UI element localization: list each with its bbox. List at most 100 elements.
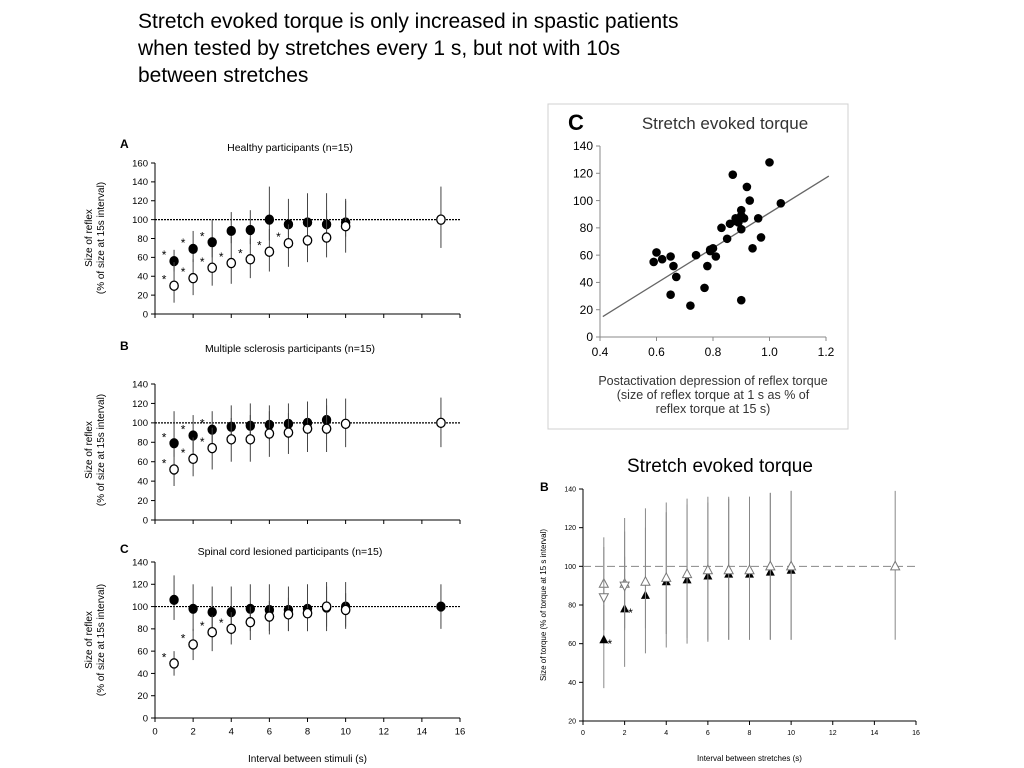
x-axis-label: Interval between stretches (s) xyxy=(697,754,802,763)
scatter-point xyxy=(711,252,721,261)
y-tick-label: 140 xyxy=(132,557,148,568)
data-point xyxy=(188,453,198,465)
significance-star: * xyxy=(162,456,167,470)
y-tick-label: 60 xyxy=(137,253,148,264)
data-point xyxy=(619,581,630,592)
significance-star: * xyxy=(200,229,205,243)
y-tick-label: 60 xyxy=(137,457,148,468)
scatter-point xyxy=(765,158,774,167)
slide-title: Stretch evoked torque is only increased … xyxy=(138,10,679,87)
scatter-point xyxy=(756,233,766,242)
data-point xyxy=(169,438,179,449)
y-tick-label: 140 xyxy=(132,177,148,188)
x-tick-label: 4 xyxy=(229,727,234,738)
y-tick-label: 60 xyxy=(580,248,594,262)
significance-star: * xyxy=(200,435,205,449)
scatter-point xyxy=(703,261,712,271)
data-point xyxy=(681,567,693,579)
scatter-panel-frame xyxy=(547,103,849,430)
scatter-point xyxy=(666,290,675,300)
data-point xyxy=(264,428,275,439)
scatter-point xyxy=(669,261,678,271)
y-tick-label: 60 xyxy=(568,641,576,648)
significance-star: * xyxy=(162,650,167,664)
x-tick-label: 6 xyxy=(267,727,272,738)
y-axis-label: Size of reflex(% of size at 15s interval… xyxy=(84,584,107,696)
data-point xyxy=(169,464,179,475)
chart-panel-c2: 0 20 40 60 80 100 120 140 0.4 0.6 0.8 1.0 1.2 C Stretc… xyxy=(568,110,835,416)
y-tick-label: 120 xyxy=(132,580,148,591)
scatter-point xyxy=(776,199,786,208)
significance-star: * xyxy=(607,637,612,651)
data-point xyxy=(321,423,332,434)
scatter-point xyxy=(722,234,732,244)
y-tick-label: 0 xyxy=(143,713,148,724)
y-tick-label: 80 xyxy=(580,221,594,235)
significance-star: * xyxy=(219,616,224,630)
y-tick-label: 40 xyxy=(137,669,148,680)
x-tick-label: 0 xyxy=(581,730,585,737)
scatter-point xyxy=(739,214,749,223)
y-tick-label: 80 xyxy=(137,234,148,245)
scatter-point xyxy=(666,252,675,261)
data-point xyxy=(702,564,714,575)
series-open-circle: * * * * xyxy=(162,586,351,676)
data-point xyxy=(264,611,275,622)
y-tick-label: 0 xyxy=(143,515,148,526)
scatter-point xyxy=(649,257,658,267)
y-tick-label: 20 xyxy=(137,290,148,301)
data-point xyxy=(169,280,179,291)
y-tick-label: 120 xyxy=(132,196,148,207)
data-point xyxy=(302,423,313,434)
data-point xyxy=(188,603,198,614)
data-point xyxy=(283,609,294,620)
scatter-point xyxy=(700,283,709,293)
data-point xyxy=(245,224,256,236)
data-point xyxy=(207,607,217,618)
significance-star: * xyxy=(181,422,186,436)
series-open-triangle xyxy=(598,490,901,640)
torque-figure-caption: Stretch evoked torque xyxy=(627,456,813,477)
panel-letter: B xyxy=(540,480,549,494)
y-axis-label: Size of reflex(% of size at 15s interval… xyxy=(84,394,107,506)
y-tick-label: 20 xyxy=(580,303,594,317)
scatter-point xyxy=(705,245,715,254)
data-point xyxy=(744,564,755,575)
series-open-circle: * * * xyxy=(162,397,446,486)
series-open-circle: * * * * * * * xyxy=(162,186,446,303)
significance-star: * xyxy=(200,619,205,633)
series-filled-triangle: ** xyxy=(599,490,796,689)
panel-letter: A xyxy=(120,137,129,151)
x-tick-label: 0.8 xyxy=(705,345,722,359)
data-point xyxy=(245,434,256,445)
panel-title: Spinal cord lesioned participants (n=15) xyxy=(198,546,383,558)
data-point xyxy=(302,235,313,246)
data-point xyxy=(226,434,237,445)
data-point xyxy=(785,560,797,571)
y-axis-label: Size of torque (% of torque at 15 s inte… xyxy=(539,529,548,681)
chart-panel-c: 0 20 40 60 80 100 120 140 0 2 4 6 8 10 12 14 16 C Spinal c… xyxy=(84,542,465,765)
data-point xyxy=(764,560,776,571)
panel-title: Multiple sclerosis participants (n=15) xyxy=(205,343,375,355)
x-tick-label: 10 xyxy=(340,727,351,738)
significance-star: * xyxy=(162,248,167,262)
significance-star: * xyxy=(162,273,167,287)
data-point xyxy=(640,575,651,586)
x-tick-label: 14 xyxy=(870,730,878,737)
x-tick-label: 0.4 xyxy=(592,345,609,359)
data-point xyxy=(340,220,351,232)
data-point xyxy=(436,417,446,429)
data-point xyxy=(889,560,901,571)
data-point xyxy=(245,616,256,628)
data-point xyxy=(207,237,217,248)
data-point xyxy=(207,442,218,454)
x-tick-label: 8 xyxy=(305,727,310,738)
scatter-point xyxy=(691,250,701,260)
x-tick-label: 8 xyxy=(748,730,752,737)
data-point xyxy=(321,601,332,612)
y-tick-label: 40 xyxy=(137,272,148,283)
x-tick-label: 2 xyxy=(190,727,195,738)
y-tick-label: 40 xyxy=(137,476,148,487)
